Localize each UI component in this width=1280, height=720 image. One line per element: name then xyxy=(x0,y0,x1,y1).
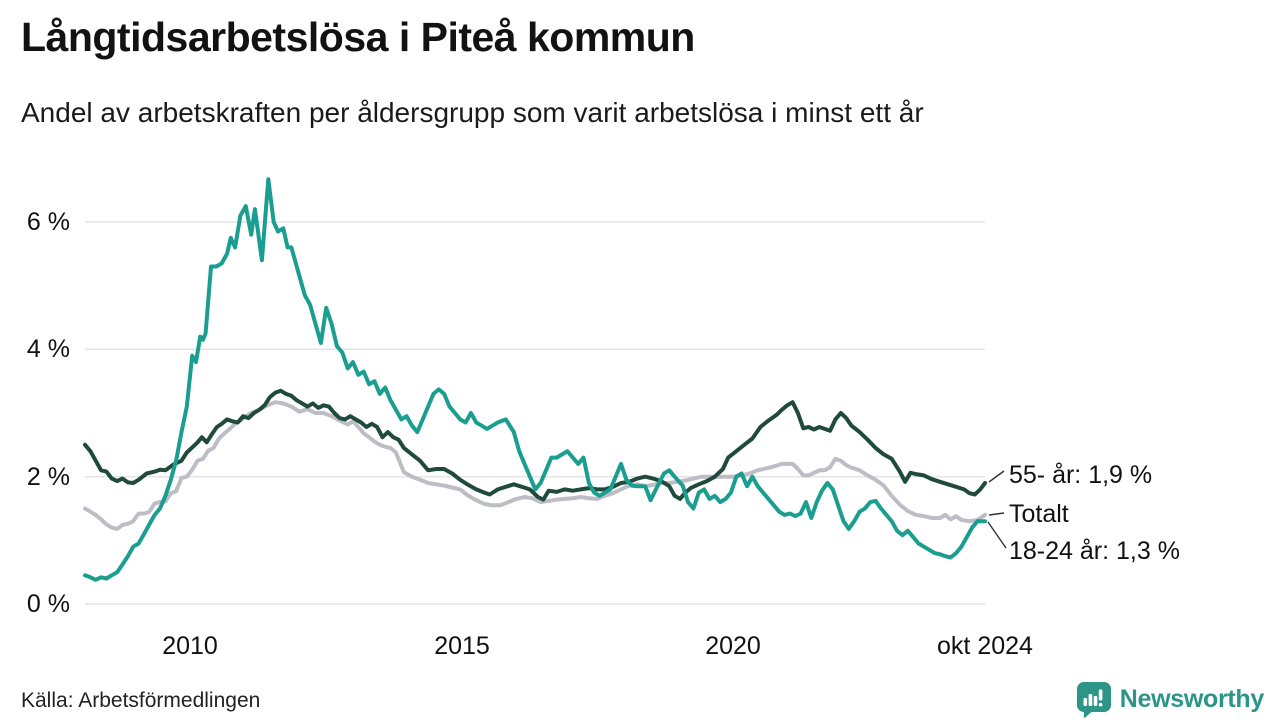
x-tick-2015: 2015 xyxy=(434,632,490,660)
leader-line-totalt xyxy=(988,512,1005,516)
page-title: Långtidsarbetslösa i Piteå kommun xyxy=(21,14,695,60)
line-55-ar xyxy=(83,388,987,502)
leader-line-18-24-ar xyxy=(987,521,1007,549)
y-tick-4: 4 % xyxy=(26,335,70,363)
y-tick-2: 2 % xyxy=(26,463,70,491)
page-subtitle: Andel av arbetskraften per åldersgrupp s… xyxy=(21,97,924,128)
line-18-24-ar xyxy=(83,177,987,582)
y-tick-6: 6 % xyxy=(26,208,70,236)
end-label-18-24-ar: 18-24 år: 1,3 % xyxy=(1009,537,1180,565)
leader-line-55-ar xyxy=(988,470,1005,483)
end-label-55-ar: 55- år: 1,9 % xyxy=(1009,461,1153,489)
newsworthy-icon xyxy=(1076,682,1111,718)
x-tick-2020: 2020 xyxy=(705,632,761,660)
newsworthy-logo: Newsworthy xyxy=(1075,679,1264,719)
series-lines xyxy=(83,177,987,582)
x-tick-okt-2024: okt 2024 xyxy=(937,632,1033,660)
y-tick-0: 0 % xyxy=(26,590,70,618)
line-totalt xyxy=(83,400,987,531)
gridlines xyxy=(85,221,985,605)
source-note: Källa: Arbetsförmedlingen xyxy=(21,689,261,712)
leader-lines xyxy=(987,470,1007,549)
x-tick-2010: 2010 xyxy=(162,632,218,660)
newsworthy-wordmark: Newsworthy xyxy=(1119,684,1265,713)
end-label-totalt: Totalt xyxy=(1009,500,1069,528)
